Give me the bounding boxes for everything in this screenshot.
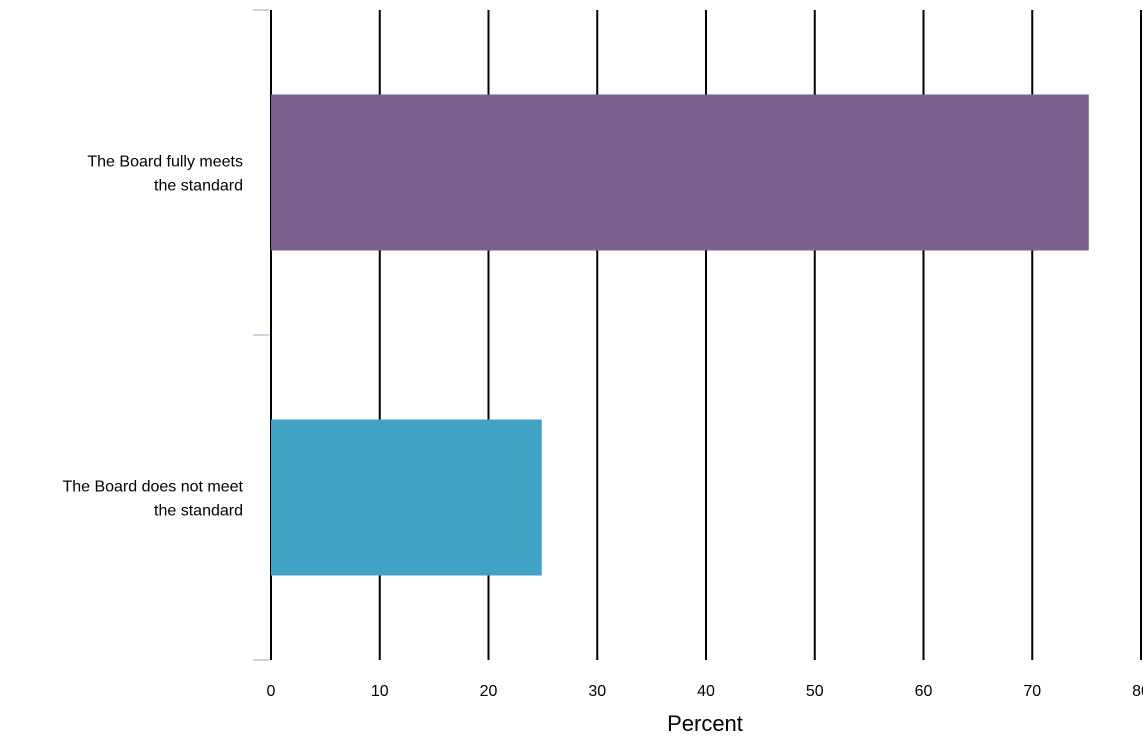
x-tick-label: 60 [915, 683, 933, 700]
x-tick-label: 30 [588, 683, 606, 700]
x-tick-labels: 0 10 20 30 40 50 60 70 80 [267, 683, 1143, 700]
x-tick-label: 40 [697, 683, 715, 700]
category-label-line: the standard [154, 503, 243, 520]
bars [271, 94, 1089, 576]
category-label-line: The Board fully meets [87, 154, 243, 171]
bar [271, 94, 1089, 251]
x-tick-label: 0 [267, 683, 276, 700]
category-label-line: the standard [154, 178, 243, 195]
x-tick-label: 50 [806, 683, 824, 700]
category-label-line: The Board does not meet [62, 479, 243, 496]
category-label: The Board does not meet the standard [62, 479, 243, 520]
x-tick-label: 70 [1023, 683, 1041, 700]
category-ticks [253, 9, 269, 661]
category-label: The Board fully meets the standard [87, 154, 243, 195]
x-tick-label: 80 [1132, 683, 1143, 700]
x-tick-label: 10 [371, 683, 389, 700]
bar [271, 419, 542, 576]
x-axis-title: Percent [667, 711, 743, 736]
x-tick-label: 20 [480, 683, 498, 700]
